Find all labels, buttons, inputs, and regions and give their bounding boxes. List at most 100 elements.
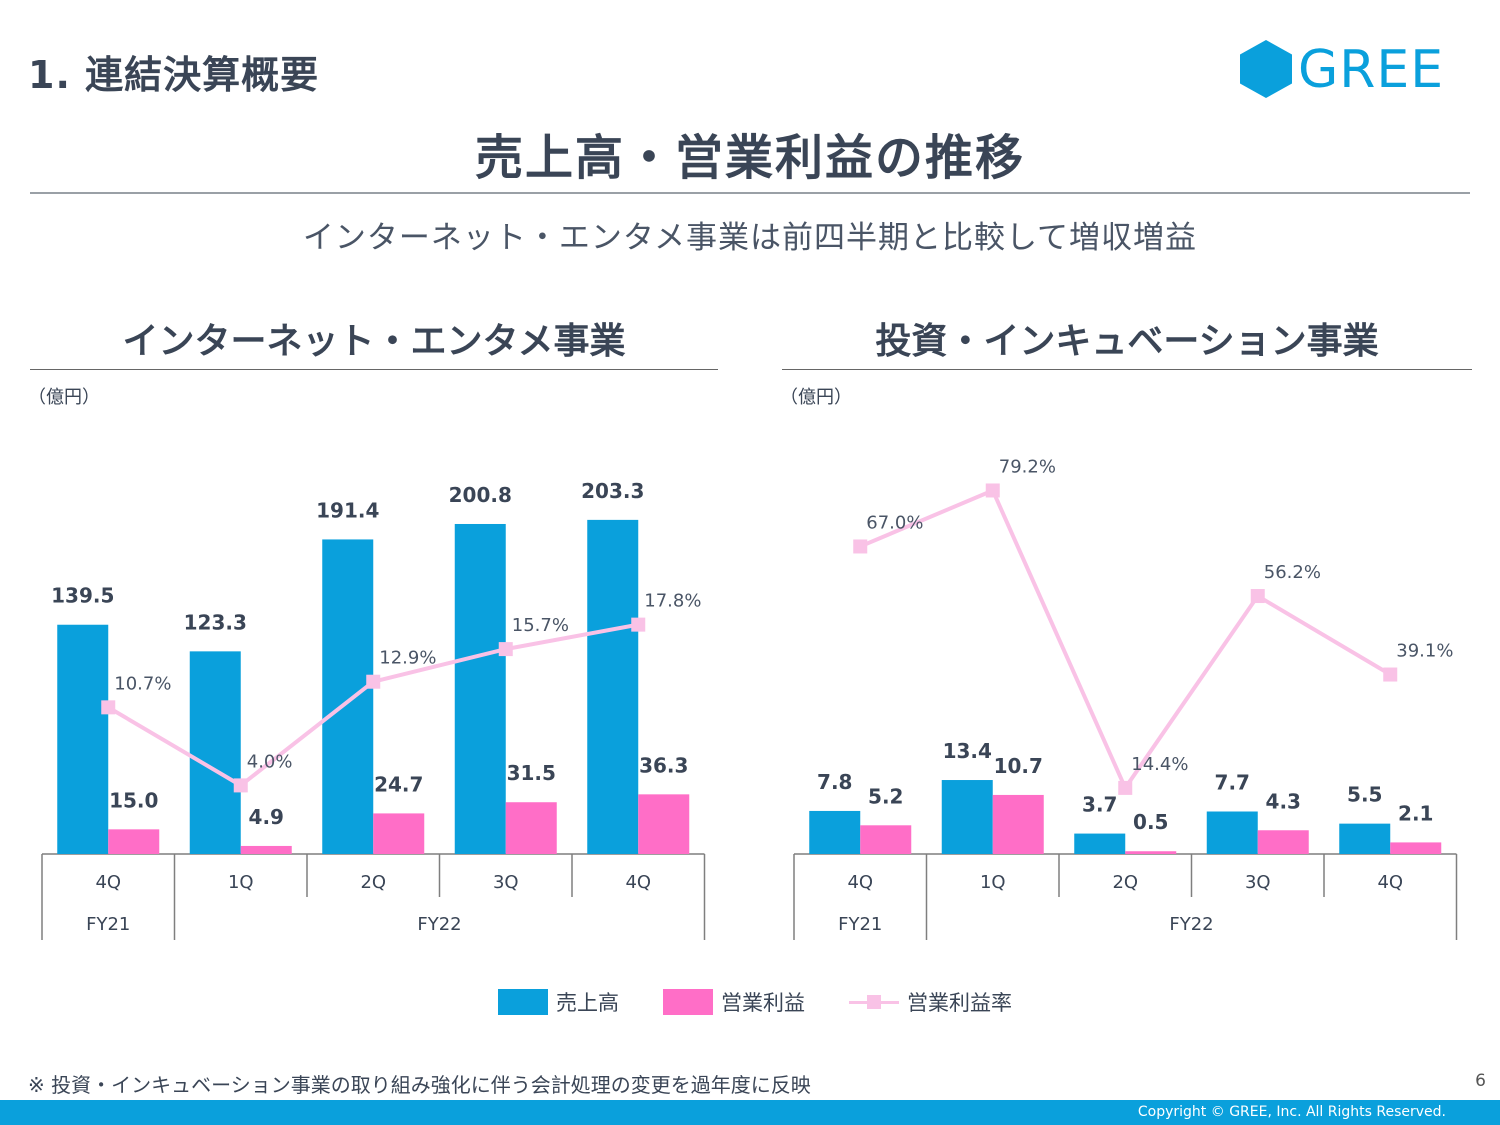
category-tick-label: 4Q [95, 872, 121, 893]
op-margin-marker [631, 617, 646, 632]
page-title: 売上高・営業利益の推移 [474, 130, 1025, 186]
op-margin-marker [853, 539, 868, 554]
op-profit-value-label: 5.2 [868, 784, 903, 808]
gree-logo: GREE [1240, 38, 1460, 100]
revenue-value-label: 200.8 [449, 483, 512, 507]
revenue-bar [1339, 823, 1391, 854]
op-profit-bar [1390, 842, 1442, 854]
left-panel-divider [30, 369, 718, 370]
revenue-value-label: 13.4 [943, 739, 992, 763]
op-margin-value-label: 17.8% [644, 591, 701, 612]
op-margin-swatch [849, 989, 899, 1015]
op-margin-value-label: 4.0% [247, 751, 293, 772]
group-label: FY21 [838, 914, 882, 935]
internet-entertainment-chart: 139.5 15.0 4Q 123.3 4.9 1Q 191.4 24.7 2Q 200.8 31.… [41, 479, 706, 940]
revenue-bar [587, 519, 639, 854]
op-margin-marker [233, 778, 248, 793]
footnote: ※ 投資・インキュベーション事業の取り組み強化に伴う会計処理の変更を過年度に反映 [28, 1073, 811, 1097]
legend-op-margin-label: 営業利益率 [907, 991, 1012, 1015]
revenue-bar [809, 810, 861, 854]
op-profit-bar [373, 813, 425, 854]
right-panel-divider [782, 369, 1472, 370]
op-profit-bar [638, 794, 690, 854]
op-margin-marker [1250, 589, 1265, 604]
left-panel-title: インターネット・エンタメ事業 [122, 321, 626, 362]
revenue-value-label: 3.7 [1082, 793, 1117, 817]
revenue-value-label: 7.8 [817, 770, 852, 794]
op-profit-value-label: 36.3 [639, 753, 688, 777]
op-profit-bar [240, 845, 292, 854]
category-tick-label: 4Q [1377, 872, 1403, 893]
op-margin-marker [101, 700, 116, 715]
revenue-bar [322, 539, 374, 854]
legend-op-profit-label: 営業利益 [721, 991, 805, 1015]
op-profit-swatch [663, 989, 713, 1015]
op-margin-value-label: 12.9% [379, 648, 436, 669]
left-unit-label: （億円） [28, 387, 100, 408]
op-margin-value-label: 10.7% [114, 673, 171, 694]
page-subtitle: インターネット・エンタメ事業は前四半期と比較して増収増益 [302, 220, 1198, 256]
group-label: FY22 [417, 914, 461, 935]
revenue-value-label: 123.3 [184, 610, 247, 634]
revenue-bar [941, 780, 993, 854]
right-unit-label: （億円） [780, 387, 852, 408]
op-margin-value-label: 39.1% [1396, 641, 1453, 662]
logo-text: GREE [1298, 40, 1445, 100]
op-margin-value-label: 14.4% [1131, 754, 1188, 775]
category-tick-label: 3Q [1245, 872, 1271, 893]
section-title: 1. 連結決算概要 [28, 53, 320, 97]
chart-legend: 売上高 営業利益 営業利益率 [498, 986, 1056, 1018]
right-panel-title: 投資・インキュベーション事業 [875, 321, 1379, 362]
op-profit-bar [1125, 851, 1177, 854]
legend-revenue-label: 売上高 [556, 991, 619, 1015]
category-tick-label: 3Q [493, 872, 519, 893]
op-profit-bar [992, 794, 1044, 854]
revenue-value-label: 191.4 [316, 498, 379, 522]
op-margin-value-label: 15.7% [512, 615, 569, 636]
op-margin-marker [1383, 667, 1398, 682]
op-margin-line [859, 487, 1392, 792]
group-label: FY22 [1169, 914, 1213, 935]
legend-op-profit: 営業利益 [663, 987, 805, 1017]
category-tick-label: 1Q [228, 872, 254, 893]
op-margin-marker [498, 642, 513, 657]
category-tick-label: 2Q [1112, 872, 1138, 893]
op-profit-bar [860, 825, 912, 854]
op-profit-value-label: 2.1 [1398, 801, 1433, 825]
op-profit-value-label: 0.5 [1133, 810, 1168, 834]
investment-incubation-chart: 7.8 5.2 4Q 13.410.7 1Q 3.7 0.5 2Q 7.7 4.3 3Q 5.5 2.1… [793, 456, 1458, 940]
op-profit-value-label: 4.3 [1266, 789, 1301, 813]
category-tick-label: 1Q [980, 872, 1006, 893]
footer-bar [0, 1100, 1500, 1125]
op-margin-marker [985, 483, 1000, 498]
op-profit-value-label: 10.7 [994, 754, 1043, 778]
op-profit-bar [108, 829, 160, 854]
op-margin-value-label: 67.0% [866, 512, 923, 533]
op-profit-value-label: 4.9 [249, 805, 284, 829]
category-tick-label: 4Q [847, 872, 873, 893]
revenue-bar [454, 523, 506, 854]
op-profit-bar [505, 802, 557, 854]
legend-op-margin: 営業利益率 [849, 987, 1012, 1017]
copyright: Copyright © GREE, Inc. All Rights Reserv… [1137, 1104, 1446, 1120]
group-label: FY21 [86, 914, 130, 935]
op-margin-marker [366, 674, 381, 689]
op-profit-value-label: 24.7 [374, 772, 423, 796]
revenue-swatch [498, 989, 548, 1015]
category-tick-label: 4Q [625, 872, 651, 893]
op-profit-value-label: 31.5 [507, 761, 556, 785]
op-margin-value-label: 56.2% [1264, 562, 1321, 583]
hexagon-logo-icon [1240, 40, 1292, 98]
op-margin-marker [1118, 780, 1133, 795]
op-profit-value-label: 15.0 [109, 788, 158, 812]
page-number: 6 [1475, 1071, 1486, 1091]
revenue-value-label: 139.5 [51, 584, 114, 608]
revenue-bar [1206, 811, 1258, 854]
category-tick-label: 2Q [360, 872, 386, 893]
revenue-bar [189, 651, 241, 854]
title-divider [30, 192, 1470, 194]
revenue-bar [1074, 833, 1126, 854]
revenue-value-label: 5.5 [1347, 783, 1382, 807]
op-margin-value-label: 79.2% [999, 456, 1056, 477]
revenue-value-label: 7.7 [1215, 770, 1250, 794]
